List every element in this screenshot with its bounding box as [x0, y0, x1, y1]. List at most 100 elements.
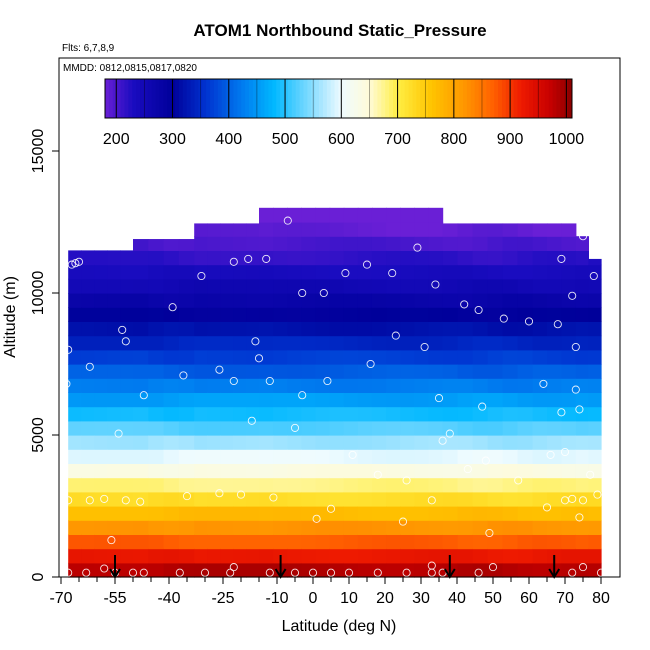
heatmap-cell — [457, 250, 474, 266]
heatmap-cell — [233, 278, 247, 294]
heatmap-cell — [487, 264, 504, 280]
x-tick-label: 70 — [556, 590, 574, 607]
heatmap-cell — [343, 264, 359, 280]
heatmap-cell — [301, 534, 317, 550]
heatmap-cell — [472, 364, 489, 379]
heatmap-cell — [343, 491, 359, 507]
heatmap-cell — [233, 349, 247, 365]
heatmap-cell — [81, 264, 95, 280]
heatmap-cell — [207, 321, 221, 337]
heatmap-cell — [472, 307, 489, 322]
heatmap-cell — [561, 562, 577, 578]
heatmap-cell — [575, 449, 589, 464]
heatmap-cell — [163, 406, 180, 422]
heatmap-cell — [163, 463, 180, 479]
heatmap-cell — [588, 491, 602, 507]
heatmap-cell — [487, 223, 504, 237]
heatmap-cell — [329, 463, 345, 479]
heatmap-cell — [588, 562, 602, 578]
heatmap-cell — [207, 392, 221, 408]
heatmap-cell — [81, 364, 95, 379]
heatmap-cell — [414, 562, 430, 578]
observation-points — [62, 209, 606, 577]
heatmap-cell — [547, 520, 562, 535]
heatmap-cell — [273, 378, 288, 393]
heatmap-cell — [517, 250, 534, 266]
observation-point — [445, 429, 454, 438]
heatmap-cell — [207, 250, 221, 266]
observation-point — [100, 564, 109, 573]
heatmap-cell — [220, 449, 234, 464]
heatmap-cell — [148, 278, 165, 294]
heatmap-cell — [487, 392, 504, 408]
heatmap-cell — [561, 307, 577, 322]
heatmap-cell — [178, 392, 195, 408]
heatmap-cell — [487, 520, 504, 535]
observation-point — [128, 568, 138, 577]
heatmap-cell — [107, 293, 121, 308]
colorbar-segment — [155, 79, 160, 118]
observation-point — [168, 303, 177, 312]
heatmap-cell — [68, 392, 82, 408]
heatmap-cell — [343, 463, 359, 479]
heatmap-cell — [517, 406, 534, 422]
heatmap-cell — [400, 463, 415, 479]
heatmap-cell — [329, 335, 345, 351]
observation-point — [596, 568, 606, 577]
heatmap-cell — [94, 548, 108, 564]
heatmap-cell — [532, 223, 548, 237]
heatmap-cell — [273, 236, 288, 251]
colorbar-segment — [447, 79, 452, 118]
colorbar-segment — [396, 79, 402, 118]
heatmap-cell — [220, 463, 234, 479]
heatmap-cell — [371, 406, 387, 422]
heatmap-cell — [386, 477, 401, 493]
heatmap-cell — [81, 534, 95, 550]
heatmap-cell — [233, 420, 247, 436]
observation-point — [100, 494, 109, 503]
observation-point — [568, 291, 577, 300]
y-tick-label: 15000 — [30, 129, 47, 174]
heatmap-cell — [487, 236, 504, 251]
heatmap-cell — [357, 406, 373, 422]
heatmap-cell — [273, 506, 288, 521]
observation-point — [71, 259, 80, 268]
heatmap-cell — [588, 477, 602, 493]
heatmap-cell — [371, 534, 387, 550]
heatmap-cell — [246, 491, 260, 507]
heatmap-cell — [233, 335, 247, 351]
heatmap-cell — [315, 491, 331, 507]
heatmap-cell — [148, 491, 165, 507]
heatmap-cell — [386, 420, 401, 436]
heatmap-cell — [120, 250, 134, 266]
colorbar-segment — [303, 79, 308, 118]
heatmap-cell — [194, 307, 208, 322]
heatmap-cell — [207, 406, 221, 422]
heatmap-cell — [220, 392, 234, 408]
heatmap-cell — [532, 548, 548, 564]
heatmap-cell — [81, 506, 95, 521]
observation-point — [215, 365, 224, 374]
heatmap-cell — [233, 307, 247, 322]
heatmap-cell — [588, 307, 602, 322]
heatmap-cell — [428, 491, 444, 507]
heatmap-cell — [233, 321, 247, 337]
colorbar: 200 300 400 500 600 700 800 900 1000 — [103, 78, 584, 148]
heatmap-cell — [163, 392, 180, 408]
heatmap-cell — [233, 491, 247, 507]
observation-point — [578, 232, 588, 241]
heatmap-cell — [120, 364, 134, 379]
heatmap-cell — [561, 420, 577, 436]
heatmap-cell — [400, 392, 415, 408]
heatmap-cell — [575, 506, 589, 521]
heatmap-cell — [343, 506, 359, 521]
heatmap-cell — [343, 420, 359, 436]
heatmap-cell — [233, 548, 247, 564]
heatmap-cell — [301, 449, 317, 464]
heatmap-cell — [532, 293, 548, 308]
colorbar-segment — [319, 79, 324, 118]
heatmap-cell — [457, 364, 474, 379]
heatmap-cell — [120, 435, 134, 450]
heatmap-cell — [588, 520, 602, 535]
heatmap-cell — [532, 534, 548, 550]
